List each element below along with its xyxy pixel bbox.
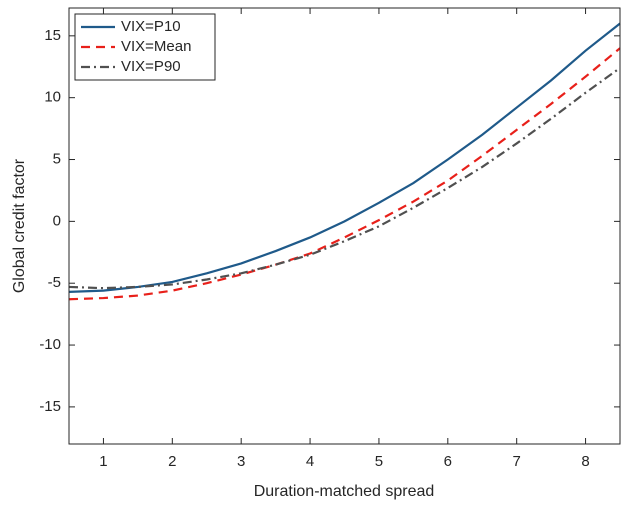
series-line <box>68 22 621 293</box>
plot-frame <box>68 7 621 445</box>
x-tick-label: 2 <box>168 453 176 470</box>
legend-label: VIX=P10 <box>121 18 181 35</box>
legend: VIX=P10 VIX=Mean VIX=P90 <box>74 13 216 81</box>
x-axis-label: Duration-matched spread <box>254 483 435 500</box>
x-tick-label: 8 <box>581 453 589 470</box>
x-tick-label: 3 <box>237 453 245 470</box>
y-tick-label: 5 <box>53 150 61 167</box>
series-line <box>68 47 621 301</box>
x-tick-label: 5 <box>375 453 383 470</box>
y-tick-label: 10 <box>44 89 61 106</box>
y-tick-label: -5 <box>48 274 61 291</box>
series-line <box>68 67 621 290</box>
x-tick-label: 6 <box>444 453 452 470</box>
legend-label: VIX=P90 <box>121 58 181 75</box>
y-tick-label: -15 <box>39 398 61 415</box>
y-tick-label: 15 <box>44 27 61 44</box>
x-tick-label: 7 <box>513 453 521 470</box>
y-tick-label: 0 <box>53 212 61 229</box>
x-tick-label: 4 <box>306 453 314 470</box>
legend-label: VIX=Mean <box>121 38 191 55</box>
x-tick-label: 1 <box>99 453 107 470</box>
y-axis-label: Global credit factor <box>11 158 28 293</box>
y-tick-label: -10 <box>39 336 61 353</box>
